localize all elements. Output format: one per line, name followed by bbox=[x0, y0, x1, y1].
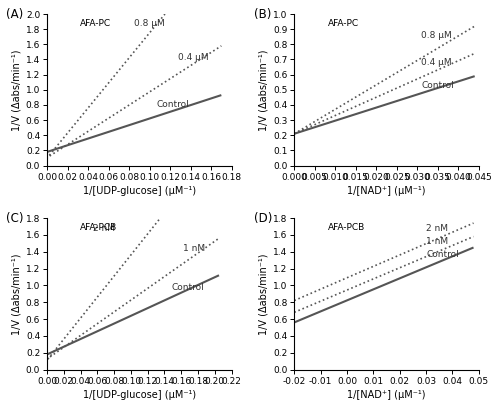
Text: (B): (B) bbox=[254, 8, 271, 21]
Text: 2 nM: 2 nM bbox=[426, 224, 448, 233]
Text: 0.4 μM: 0.4 μM bbox=[178, 53, 209, 62]
Text: Control: Control bbox=[171, 283, 204, 292]
Text: Control: Control bbox=[426, 250, 459, 259]
X-axis label: 1/[UDP-glucose] (μM⁻¹): 1/[UDP-glucose] (μM⁻¹) bbox=[83, 186, 196, 196]
Text: Control: Control bbox=[422, 81, 454, 90]
Y-axis label: 1/V (Δabs/min⁻¹): 1/V (Δabs/min⁻¹) bbox=[12, 49, 22, 131]
Text: 0.8 μM: 0.8 μM bbox=[422, 31, 452, 40]
Text: Control: Control bbox=[157, 100, 190, 109]
Y-axis label: 1/V (Δabs/min⁻¹): 1/V (Δabs/min⁻¹) bbox=[259, 49, 269, 131]
Text: AFA-PC: AFA-PC bbox=[328, 19, 358, 28]
X-axis label: 1/[UDP-glucose] (μM⁻¹): 1/[UDP-glucose] (μM⁻¹) bbox=[83, 390, 196, 400]
Text: 1 nM: 1 nM bbox=[183, 244, 205, 253]
X-axis label: 1/[NAD⁺] (μM⁻¹): 1/[NAD⁺] (μM⁻¹) bbox=[348, 390, 426, 400]
Text: 0.4 μM: 0.4 μM bbox=[422, 58, 452, 67]
Text: AFA-PC: AFA-PC bbox=[80, 19, 112, 28]
Y-axis label: 1/V (Δabs/min⁻¹): 1/V (Δabs/min⁻¹) bbox=[12, 253, 22, 335]
Text: 2 nM: 2 nM bbox=[93, 224, 115, 233]
Text: 0.8 μM: 0.8 μM bbox=[134, 19, 165, 28]
Text: AFA-PCB: AFA-PCB bbox=[328, 223, 364, 232]
X-axis label: 1/[NAD⁺] (μM⁻¹): 1/[NAD⁺] (μM⁻¹) bbox=[348, 186, 426, 196]
Text: AFA-PCB: AFA-PCB bbox=[80, 223, 118, 232]
Text: 1 nM: 1 nM bbox=[426, 237, 448, 246]
Text: (A): (A) bbox=[6, 8, 24, 21]
Y-axis label: 1/V (Δabs/min⁻¹): 1/V (Δabs/min⁻¹) bbox=[259, 253, 269, 335]
Text: (D): (D) bbox=[254, 212, 272, 225]
Text: (C): (C) bbox=[6, 212, 24, 225]
